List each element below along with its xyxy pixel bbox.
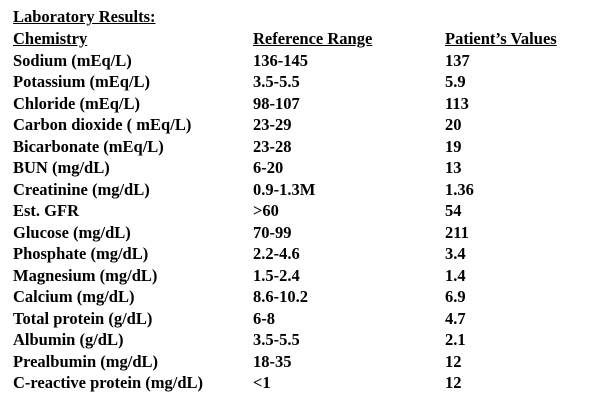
test-name: Magnesium (mg/dL) [13, 265, 158, 285]
patient-value: 12 [445, 351, 462, 371]
table-row: Chloride (mEq/L) 98-107 113 [13, 93, 593, 115]
column-header-patient-values: Patient’s Values [445, 29, 557, 48]
lab-results-title: Laboratory Results: [13, 7, 156, 26]
test-name: Potassium (mEq/L) [13, 72, 151, 91]
test-name: Sodium (mEq/L) [13, 50, 132, 70]
table-row: BUN (mg/dL) 6-20 13 [13, 157, 593, 179]
table-row: Est. GFR >60 54 [13, 200, 593, 222]
column-header-reference-range: Reference Range [253, 29, 373, 48]
test-name: Total protein (g/dL) [13, 308, 153, 328]
reference-range: 23-29 [253, 115, 292, 134]
patient-value: 4.7 [445, 308, 466, 328]
patient-value: 137 [445, 50, 470, 70]
test-name: Bicarbonate (mEq/L) [13, 136, 164, 156]
test-name: Creatinine (mg/dL) [13, 179, 150, 199]
test-name: Albumin (g/dL) [13, 330, 124, 349]
test-name: Chloride (mEq/L) [13, 93, 140, 113]
test-name: BUN (mg/dL) [13, 158, 110, 177]
table-row: Bicarbonate (mEq/L) 23-28 19 [13, 136, 593, 158]
patient-value: 54 [445, 201, 462, 220]
reference-range: 6-8 [253, 308, 275, 328]
table-row: Creatinine (mg/dL) 0.9-1.3M 1.36 [13, 179, 593, 201]
table-row: Total protein (g/dL) 6-8 4.7 [13, 308, 593, 330]
patient-value: 113 [445, 93, 469, 113]
test-name: Phosphate (mg/dL) [13, 244, 149, 263]
test-name: Calcium (mg/dL) [13, 287, 135, 306]
test-name: Carbon dioxide ( mEq/L) [13, 115, 192, 134]
table-row: Sodium (mEq/L) 136-145 137 [13, 50, 593, 72]
patient-value: 3.4 [445, 244, 466, 263]
reference-range: 0.9-1.3M [253, 179, 316, 199]
reference-range: 3.5-5.5 [253, 330, 300, 349]
patient-value: 20 [445, 115, 462, 134]
patient-value: 5.9 [445, 72, 466, 91]
table-row: Magnesium (mg/dL) 1.5-2.4 1.4 [13, 265, 593, 287]
reference-range: 8.6-10.2 [253, 287, 308, 306]
patient-value: 19 [445, 136, 462, 156]
patient-value: 6.9 [445, 287, 466, 306]
reference-range: 18-35 [253, 351, 292, 371]
reference-range: <1 [253, 373, 271, 392]
reference-range: 70-99 [253, 222, 292, 242]
table-row: Phosphate (mg/dL) 2.2-4.6 3.4 [13, 243, 593, 265]
reference-range: 2.2-4.6 [253, 244, 300, 263]
patient-value: 1.36 [445, 179, 474, 199]
reference-range: 6-20 [253, 158, 284, 177]
reference-range: 1.5-2.4 [253, 265, 300, 285]
test-name: Prealbumin (mg/dL) [13, 351, 158, 371]
reference-range: >60 [253, 201, 279, 220]
table-row: Albumin (g/dL) 3.5-5.5 2.1 [13, 329, 593, 351]
reference-range: 98-107 [253, 93, 300, 113]
reference-range: 23-28 [253, 136, 292, 156]
column-header-chemistry: Chemistry [13, 29, 88, 48]
reference-range: 136-145 [253, 50, 308, 70]
table-header-row: Chemistry Reference Range Patient’s Valu… [13, 28, 593, 50]
test-name: Glucose (mg/dL) [13, 222, 131, 242]
patient-value: 2.1 [445, 330, 466, 349]
patient-value: 13 [445, 158, 462, 177]
test-name: Est. GFR [13, 201, 79, 220]
reference-range: 3.5-5.5 [253, 72, 300, 91]
table-row: Glucose (mg/dL) 70-99 211 [13, 222, 593, 244]
table-row: Carbon dioxide ( mEq/L) 23-29 20 [13, 114, 593, 136]
table-row: Calcium (mg/dL) 8.6-10.2 6.9 [13, 286, 593, 308]
patient-value: 211 [445, 222, 469, 242]
patient-value: 1.4 [445, 265, 466, 285]
test-name: C-reactive protein (mg/dL) [13, 373, 204, 392]
patient-value: 12 [445, 373, 462, 392]
table-row: Potassium (mEq/L) 3.5-5.5 5.9 [13, 71, 593, 93]
table-row: C-reactive protein (mg/dL) <1 12 [13, 372, 593, 394]
table-row: Prealbumin (mg/dL) 18-35 12 [13, 351, 593, 373]
